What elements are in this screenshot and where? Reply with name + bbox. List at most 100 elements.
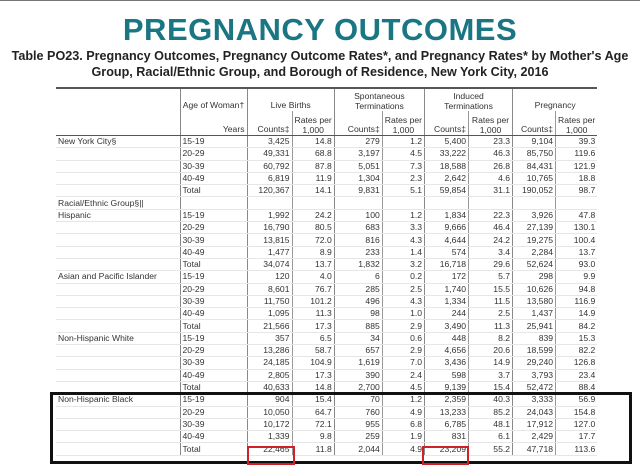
age-cell: 15-19 — [179, 270, 247, 284]
rate-cell: 3.2 — [381, 258, 425, 272]
rate-cell: 24.2 — [291, 208, 335, 223]
age-cell: 40-49 — [179, 172, 247, 186]
rate-cell: 0.2 — [381, 270, 425, 284]
rate-cell: 29.6 — [468, 258, 513, 272]
highlight-box-non-hispanic-black — [50, 392, 632, 464]
count-cell: 24,043 — [512, 406, 556, 419]
header-row-measures: Years Counts‡ Rates per 1,000 Counts‡ Rates … — [56, 111, 598, 136]
header-induced-line2: Terminations — [444, 101, 493, 111]
age-cell: Total — [179, 184, 247, 198]
highlight-induced-total — [422, 446, 469, 465]
count-cell: 1,334 — [424, 295, 469, 309]
count-cell: 298 — [512, 270, 556, 284]
table-row: 30-39 24,185 104.9 1,619 7.0 3,436 14.9 29,240 1… — [56, 356, 598, 370]
empty-cell — [56, 418, 180, 432]
rates-header-line1: Rates per — [471, 115, 510, 125]
count-cell: 839 — [512, 331, 556, 346]
count-cell: 33,222 — [424, 147, 469, 161]
rates-header-line1: Rates per — [384, 115, 423, 125]
caption-line-2: Group, Racial/Ethnic Group, and Borough … — [91, 65, 549, 79]
rate-cell: 2.5 — [468, 307, 513, 321]
count-cell: 19,275 — [512, 233, 556, 247]
rate-cell: 100.4 — [555, 233, 598, 247]
rate-cell: 48.1 — [468, 418, 513, 432]
caption-line-1: Table PO23. Pregnancy Outcomes, Pregnanc… — [11, 49, 629, 63]
age-cell: 40-49 — [179, 246, 247, 259]
rate-cell: 4.9 — [381, 442, 425, 456]
rate-cell: 4.6 — [468, 172, 513, 186]
age-cell: 20-29 — [179, 344, 247, 358]
table-row: Asian and Pacific Islander 15-19 120 4.0 6 0.… — [56, 270, 598, 284]
rate-cell: 14.9 — [468, 356, 513, 370]
count-cell: 13,286 — [246, 344, 292, 358]
count-cell: 16,718 — [424, 258, 469, 272]
count-cell: 2,429 — [512, 430, 556, 444]
rate-cell: 39.3 — [555, 135, 598, 149]
rate-cell: 4.5 — [381, 147, 425, 161]
age-cell: Total — [179, 442, 247, 456]
age-cell: 20-29 — [179, 221, 247, 235]
rate-cell: 113.6 — [555, 442, 598, 456]
empty-cell — [56, 221, 180, 235]
empty-cell — [56, 184, 180, 198]
count-cell: 60,792 — [246, 160, 292, 173]
count-cell: 17,912 — [512, 418, 556, 432]
age-cell: 20-29 — [179, 147, 247, 161]
header-spontaneous-line2: Terminations — [355, 101, 404, 111]
age-cell: 30-39 — [179, 356, 247, 370]
rate-cell: 1.9 — [381, 430, 425, 444]
rate-cell: 1.4 — [381, 246, 425, 259]
rate-cell: 93.0 — [555, 258, 598, 272]
empty-cell — [56, 344, 180, 358]
rate-cell: 2.3 — [381, 172, 425, 186]
empty-cell — [56, 172, 180, 186]
age-cell: Total — [179, 258, 247, 272]
count-cell: 390 — [333, 369, 383, 382]
count-cell: 1,619 — [333, 356, 383, 370]
rate-cell: 8.2 — [468, 331, 513, 346]
count-cell: 9,831 — [333, 184, 383, 198]
rate-cell: 46.4 — [468, 221, 513, 235]
rate-cell: 87.8 — [291, 160, 335, 173]
rate-cell: 14.1 — [291, 184, 335, 198]
count-cell: 1,740 — [424, 283, 469, 296]
highlight-live-births-total — [247, 446, 295, 465]
empty-cell — [56, 356, 180, 370]
count-cell: 25,941 — [512, 319, 556, 333]
group-label: New York City§ — [56, 135, 180, 149]
rate-cell: 94.8 — [555, 283, 598, 296]
count-cell: 831 — [424, 430, 469, 444]
count-cell: 574 — [424, 246, 469, 259]
count-cell: 3,490 — [424, 319, 469, 333]
count-cell: 120 — [246, 270, 292, 284]
rate-cell: 3.3 — [381, 221, 425, 235]
rate-cell: 2.9 — [381, 344, 425, 358]
rate-cell: 47.8 — [555, 208, 598, 223]
age-cell: 15-19 — [179, 331, 247, 346]
table-row: 30-39 11,750 101.2 496 4.3 1,334 11.5 13,580 116… — [56, 295, 598, 309]
rate-cell: 119.6 — [555, 147, 598, 161]
table-row: Total 34,074 13.7 1,832 3.2 16,718 29.6 52,624 9… — [56, 258, 598, 272]
count-cell: 2,642 — [424, 172, 469, 186]
rate-cell: 2.9 — [381, 319, 425, 333]
count-cell: 3,197 — [333, 147, 383, 161]
count-cell: 6 — [333, 270, 383, 284]
count-cell: 9,666 — [424, 221, 469, 235]
header-spontaneous-line1: Spontaneous — [354, 91, 405, 101]
count-cell: 3,425 — [246, 135, 292, 149]
table-row: 20-29 10,050 64.7 760 4.9 13,233 85.2 24,043 154… — [56, 406, 598, 419]
age-cell: 30-39 — [179, 233, 247, 247]
count-cell: 18,599 — [512, 344, 556, 358]
rate-cell: 2.4 — [381, 369, 425, 382]
empty-cell — [56, 233, 180, 247]
count-cell: 4,656 — [424, 344, 469, 358]
rate-cell: 1.0 — [381, 307, 425, 321]
group-label: Non-Hispanic White — [56, 331, 180, 346]
count-cell: 6,785 — [424, 418, 469, 432]
count-cell: 120,367 — [246, 184, 292, 198]
rate-cell: 6.8 — [381, 418, 425, 432]
count-cell: 3,926 — [512, 208, 556, 223]
count-cell: 10,626 — [512, 283, 556, 296]
header-induced: Induced Terminations — [424, 88, 513, 111]
count-cell: 29,240 — [512, 356, 556, 370]
